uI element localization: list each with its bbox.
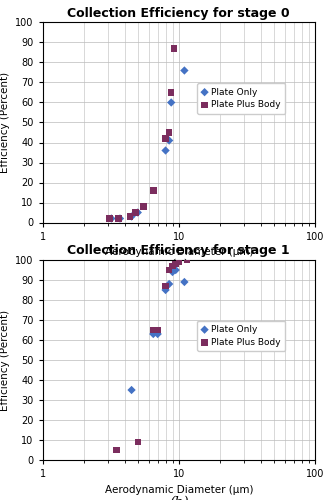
Plate Only	[151, 330, 156, 338]
Plate Only	[163, 146, 168, 154]
Plate Only	[173, 266, 178, 274]
Plate Only	[109, 214, 114, 222]
Plate Only	[169, 98, 174, 106]
Plate Plus Body	[107, 214, 112, 222]
Plate Only	[155, 330, 160, 338]
Plate Plus Body	[163, 134, 168, 142]
Legend: Plate Only, Plate Plus Body: Plate Only, Plate Plus Body	[197, 320, 285, 351]
Title: Collection Efficiency for stage 0: Collection Efficiency for stage 0	[68, 7, 290, 20]
Plate Only	[135, 208, 140, 216]
Plate Plus Body	[155, 326, 160, 334]
Plate Only	[163, 286, 168, 294]
Plate Plus Body	[133, 208, 138, 216]
Text: (b): (b)	[169, 496, 189, 500]
Plate Plus Body	[169, 88, 174, 96]
Plate Plus Body	[116, 214, 121, 222]
Plate Only	[170, 268, 175, 276]
Y-axis label: Efficiency (Percent): Efficiency (Percent)	[0, 310, 10, 410]
Plate Only	[182, 66, 187, 74]
Plate Plus Body	[176, 258, 181, 266]
Plate Plus Body	[173, 260, 178, 268]
Plate Plus Body	[171, 44, 176, 52]
Plate Plus Body	[163, 282, 168, 290]
Plate Only	[117, 214, 123, 222]
X-axis label: Aerodynamic Diameter (μm): Aerodynamic Diameter (μm)	[105, 247, 253, 257]
Plate Only	[129, 212, 134, 220]
Plate Plus Body	[151, 186, 156, 194]
Legend: Plate Only, Plate Plus Body: Plate Only, Plate Plus Body	[197, 83, 285, 114]
Y-axis label: Efficiency (Percent): Efficiency (Percent)	[0, 72, 10, 173]
Plate Plus Body	[141, 202, 146, 210]
Plate Plus Body	[128, 212, 133, 220]
Plate Plus Body	[135, 438, 140, 446]
Plate Only	[167, 280, 172, 288]
Text: (a): (a)	[169, 258, 188, 272]
Plate Plus Body	[151, 326, 156, 334]
Plate Plus Body	[167, 128, 172, 136]
Plate Only	[129, 386, 134, 394]
Plate Only	[182, 278, 187, 286]
Title: Collection Efficiency for stage 1: Collection Efficiency for stage 1	[68, 244, 290, 258]
Plate Only	[167, 136, 172, 144]
Plate Plus Body	[167, 266, 172, 274]
Plate Plus Body	[170, 262, 175, 270]
Plate Plus Body	[114, 446, 119, 454]
X-axis label: Aerodynamic Diameter (μm): Aerodynamic Diameter (μm)	[105, 484, 253, 494]
Plate Plus Body	[184, 256, 190, 264]
